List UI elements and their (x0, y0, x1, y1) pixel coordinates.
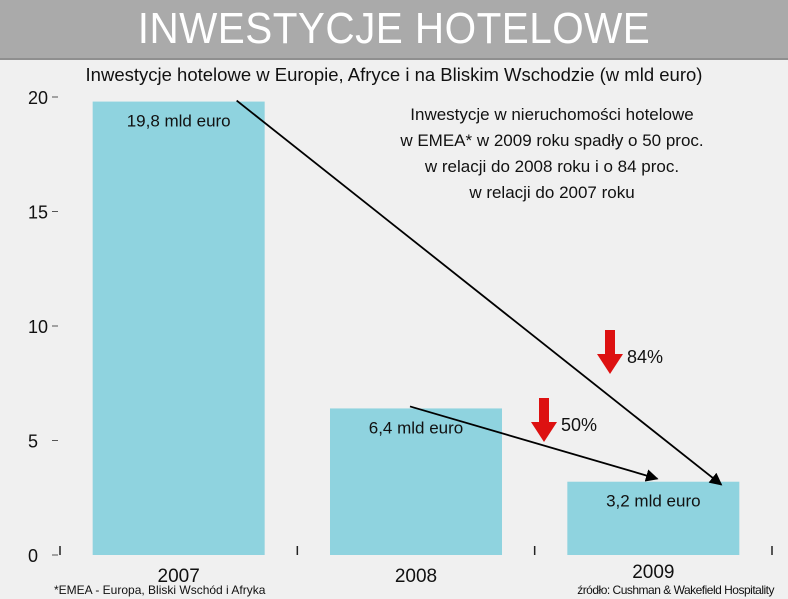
percent-change-label: 84% (627, 347, 663, 367)
bar-data-label: 3,2 mld euro (606, 492, 701, 511)
note-line: w relacji do 2008 roku i o 84 proc. (424, 157, 680, 176)
percent-change-label: 50% (561, 415, 597, 435)
note-line: w relacji do 2007 roku (469, 183, 635, 202)
note-line: w EMEA* w 2009 roku spadły o 50 proc. (400, 131, 704, 150)
chart-note: Inwestycje w nieruchomości hotelowe w EM… (376, 102, 728, 206)
decline-arrow (409, 405, 659, 482)
x-tick-label: 2009 (632, 562, 674, 583)
y-tick-label: 15 (28, 203, 48, 223)
red-down-arrow-icon (597, 330, 623, 374)
bar (92, 101, 265, 555)
x-tick-label: 2008 (395, 566, 437, 587)
y-tick-label: 0 (28, 546, 38, 566)
title-banner: INWESTYCJE HOTELOWE (0, 0, 788, 60)
x-tick-label: 2007 (158, 566, 200, 587)
y-tick-label: 20 (28, 88, 48, 108)
footnote: *EMEA - Europa, Bliski Wschód i Afryka (54, 583, 266, 597)
bar (330, 408, 502, 555)
page-title: INWESTYCJE HOTELOWE (137, 4, 651, 53)
red-down-arrow-icon (531, 398, 557, 442)
y-tick-label: 5 (28, 432, 38, 452)
decline-arrow (236, 99, 723, 486)
bar (567, 481, 740, 555)
source-note: źródło: Cushman & Wakefield Hospitality (577, 583, 774, 597)
note-line: Inwestycje w nieruchomości hotelowe (410, 105, 694, 124)
bar-data-label: 6,4 mld euro (369, 418, 464, 437)
y-tick-label: 10 (28, 317, 48, 337)
chart-subtitle: Inwestycje hotelowe w Europie, Afryce i … (85, 64, 703, 85)
bar-data-label: 19,8 mld euro (127, 112, 231, 131)
